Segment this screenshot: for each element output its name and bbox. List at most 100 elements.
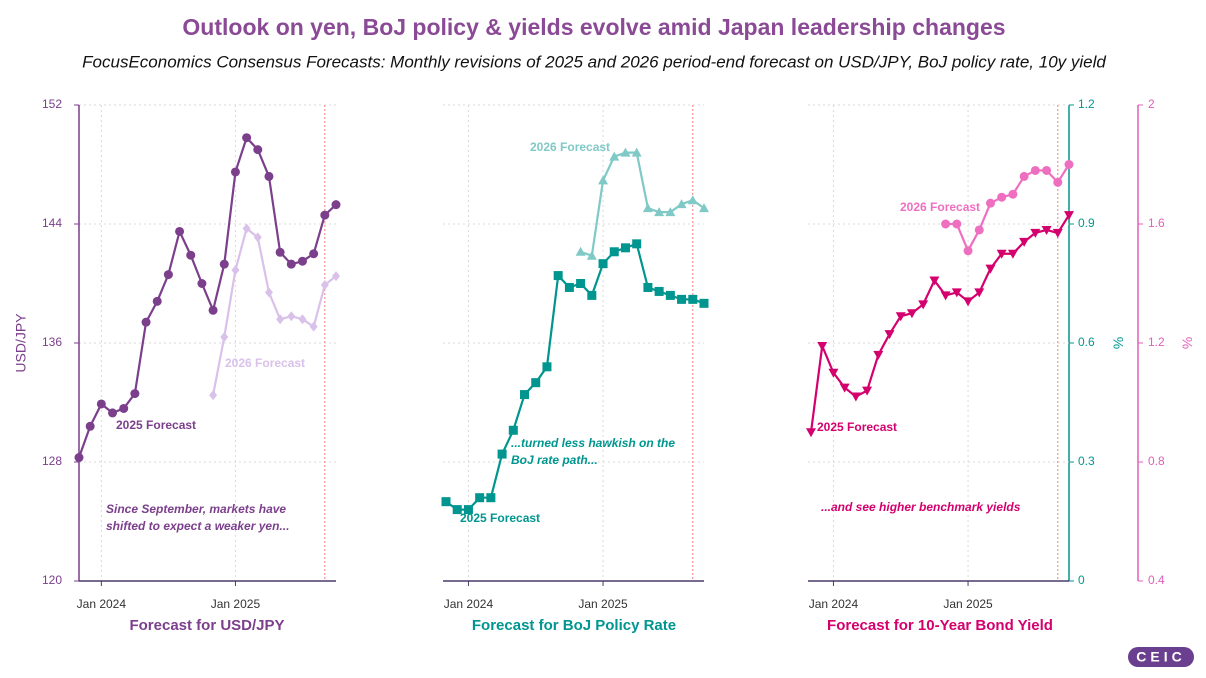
marker [576, 279, 586, 288]
marker [643, 282, 653, 292]
marker [688, 294, 698, 304]
marker [665, 207, 676, 217]
marker [677, 294, 687, 304]
marker [486, 493, 496, 503]
marker [1019, 237, 1030, 247]
marker [564, 282, 574, 292]
marker [985, 264, 996, 274]
marker [242, 133, 252, 143]
marker [609, 151, 620, 161]
marker [586, 250, 597, 260]
marker [141, 317, 151, 327]
marker [828, 368, 839, 378]
marker [699, 298, 709, 308]
annotation: shifted to expect a weaker yen... [106, 519, 289, 533]
marker [520, 390, 530, 400]
marker [264, 171, 274, 181]
annotation: ...turned less hawkish on the [511, 436, 675, 450]
marker [598, 259, 608, 269]
y-tick-label: 0.4 [1148, 573, 1165, 587]
marker [1007, 249, 1018, 259]
marker [441, 497, 451, 507]
annotation: ...and see higher benchmark yields [821, 500, 1021, 514]
marker [219, 259, 229, 269]
y-tick-label: 144 [42, 216, 62, 230]
chart-title: Forecast for 10-Year Bond Yield [827, 617, 1053, 634]
marker [963, 297, 974, 307]
marker [985, 198, 995, 208]
y-tick-label: 136 [42, 335, 62, 349]
x-tick-label: Jan 2025 [578, 597, 628, 611]
series-label: 2026 Forecast [530, 140, 610, 154]
annotation: BoJ rate path... [511, 453, 598, 467]
marker [331, 200, 341, 210]
marker [531, 378, 541, 388]
marker [542, 362, 552, 372]
marker [197, 279, 207, 288]
marker [654, 286, 664, 296]
marker [884, 330, 895, 340]
marker [1042, 165, 1052, 175]
marker [275, 247, 285, 257]
subtitle: FocusEconomics Consensus Forecasts: Mont… [82, 52, 1106, 71]
marker [940, 291, 951, 301]
marker [475, 493, 485, 503]
y-tick-label: 0 [1078, 573, 1085, 587]
y-tick-label: 1.2 [1148, 335, 1165, 349]
marker [941, 219, 951, 229]
marker [929, 276, 940, 286]
series-label: 2025 Forecast [817, 420, 897, 434]
y-tick-label: 152 [42, 97, 62, 111]
marker [1030, 228, 1041, 238]
marker [152, 296, 162, 306]
marker [676, 199, 687, 209]
series-label: 2025 Forecast [460, 511, 540, 525]
annotation: Since September, markets have [106, 502, 286, 516]
marker [209, 390, 218, 401]
marker [687, 195, 698, 205]
marker [208, 305, 218, 315]
marker [276, 314, 285, 325]
marker [230, 167, 240, 177]
marker [952, 219, 962, 229]
marker [598, 175, 609, 185]
marker [186, 250, 196, 260]
logo-badge [1128, 647, 1194, 667]
marker [806, 428, 816, 438]
x-tick-label: Jan 2024 [77, 597, 127, 611]
chart-title: Forecast for BoJ Policy Rate [472, 617, 676, 634]
marker [1064, 160, 1074, 169]
marker [497, 449, 507, 459]
marker [575, 246, 586, 256]
y-tick-label: 1.6 [1148, 216, 1165, 230]
marker [297, 256, 307, 266]
x-tick-label: Jan 2024 [444, 597, 494, 611]
marker [163, 270, 173, 280]
marker [298, 314, 307, 325]
marker [631, 147, 642, 157]
y-axis-title: % [1110, 337, 1126, 349]
y-tick-label: 0.6 [1078, 335, 1095, 349]
y-tick-label: 0.8 [1148, 454, 1165, 468]
series-line [77, 135, 337, 458]
chart-title: Forecast for USD/JPY [129, 617, 284, 634]
marker [332, 271, 340, 282]
marker [895, 312, 906, 322]
marker [963, 246, 973, 256]
y-tick-label: 1.2 [1078, 97, 1095, 111]
marker [553, 271, 563, 281]
marker [74, 453, 84, 463]
marker [452, 505, 462, 515]
marker [654, 207, 665, 217]
marker [1052, 228, 1063, 238]
marker [1064, 211, 1074, 221]
marker [587, 290, 597, 300]
marker [873, 350, 884, 360]
y-tick-label: 0.3 [1078, 454, 1095, 468]
marker [609, 247, 619, 257]
y-tick-label: 120 [42, 573, 62, 587]
marker [508, 425, 518, 435]
marker [918, 300, 929, 310]
series-line [580, 151, 705, 258]
